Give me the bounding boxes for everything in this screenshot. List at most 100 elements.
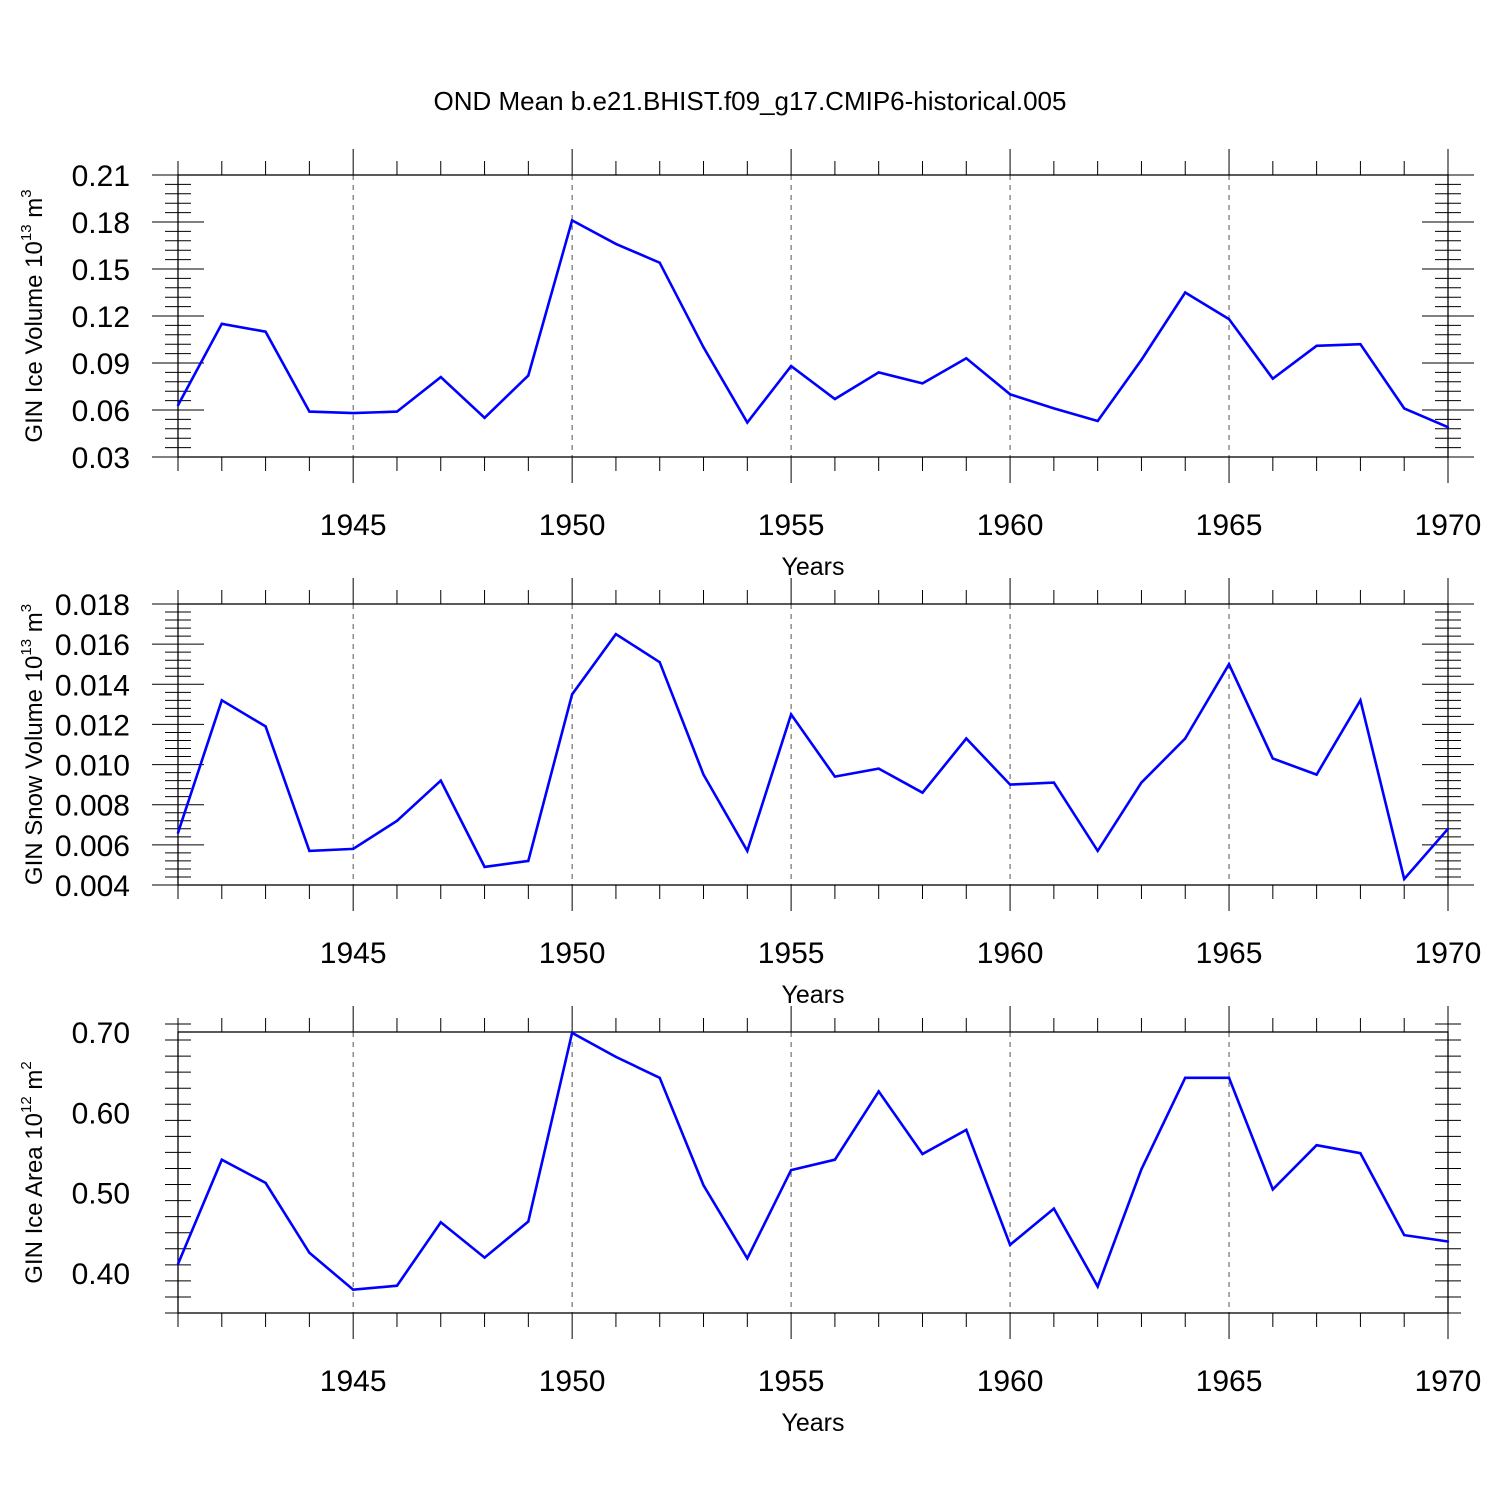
ice-volume-data-point <box>702 346 705 349</box>
ice-volume-data-point <box>877 371 880 374</box>
ice-volume-plot-frame <box>177 174 1449 458</box>
snow-volume-ytick-label: 0.008 <box>55 790 130 823</box>
ice-area-x-axis-label: Years <box>781 1409 844 1437</box>
ice-volume-data-point <box>1008 393 1012 396</box>
snow-volume-data-point <box>1227 663 1231 666</box>
ice-area-data-point <box>1315 1144 1318 1147</box>
snow-volume-xtick-label: 1955 <box>758 937 825 970</box>
snow-volume-ytick-label: 0.010 <box>55 750 130 783</box>
ice-volume-series-line <box>176 218 1449 429</box>
ice-volume-xtick-label: 1970 <box>1415 509 1482 542</box>
ice-volume-data-point <box>264 330 267 333</box>
ice-volume-data-point <box>1227 317 1231 321</box>
snow-volume-data-point <box>658 661 661 664</box>
panel-ice-area: 0.40 0.50 0.60 0.70 1945 1950 1955 1960 1965 1970… <box>18 1006 1481 1437</box>
ice-volume-data-point <box>527 374 530 377</box>
ice-volume-data-point <box>395 410 399 413</box>
ice-area-xtick-label: 1970 <box>1415 1365 1482 1398</box>
snow-volume-data-point <box>746 849 749 853</box>
ice-area-data-point <box>1227 1076 1231 1079</box>
ice-volume-data-point <box>439 375 442 379</box>
snow-volume-xtick-label: 1950 <box>539 937 606 970</box>
ice-area-data-point <box>1096 1285 1099 1288</box>
ice-area-data-point <box>833 1158 837 1161</box>
ice-volume-xtick-label: 1945 <box>320 509 387 542</box>
snow-volume-ytick-label: 0.016 <box>55 629 130 662</box>
snow-volume-data-point <box>1052 781 1056 784</box>
snow-volume-data-point <box>614 632 618 636</box>
ice-area-ytick-label: 0.40 <box>72 1258 130 1291</box>
ice-volume-y-axis-label: GIN Ice Volume 1013 m3 <box>18 189 48 442</box>
ice-area-data-point <box>527 1220 530 1223</box>
snow-volume-data-point <box>176 831 180 835</box>
ice-area-data-point <box>395 1284 399 1287</box>
snow-volume-data-point <box>833 775 837 778</box>
ice-volume-data-point <box>1446 426 1450 429</box>
ice-area-ytick-label: 0.50 <box>72 1178 130 1211</box>
ice-volume-ytick-label: 0.15 <box>72 254 130 287</box>
ice-area-data-point <box>1446 1240 1450 1243</box>
ice-area-data-point <box>1140 1168 1143 1171</box>
ice-area-data-point <box>1403 1233 1406 1237</box>
ice-volume-data-point <box>483 416 486 420</box>
snow-volume-data-point <box>789 713 793 716</box>
ice-volume-data-point <box>921 382 924 385</box>
snow-volume-data-point <box>527 859 530 863</box>
panel-ice-volume: 0.03 0.06 0.09 0.12 0.15 0.18 0.21 1945 1950 1955… <box>18 149 1481 581</box>
snow-volume-ytick-label: 0.018 <box>55 589 130 622</box>
snow-volume-xtick-label: 1945 <box>320 937 387 970</box>
ice-volume-data-point <box>308 410 311 413</box>
ice-volume-data-point <box>1052 407 1056 410</box>
snow-volume-data-point <box>395 819 399 822</box>
ice-volume-data-point <box>220 322 223 326</box>
snow-volume-data-point <box>877 767 880 770</box>
snow-volume-data-point <box>1315 773 1318 776</box>
ice-area-data-point <box>176 1262 180 1266</box>
snow-volume-data-point <box>1403 877 1406 881</box>
ice-area-data-point <box>1271 1188 1275 1191</box>
ice-volume-ytick-label: 0.06 <box>72 395 130 428</box>
snow-volume-x-axis-label: Years <box>781 981 844 1009</box>
ice-volume-data-point <box>965 357 968 360</box>
ice-volume-data-point <box>1271 377 1275 380</box>
snow-volume-ytick-label: 0.006 <box>55 830 130 863</box>
ice-volume-ytick-label: 0.21 <box>72 160 130 193</box>
ice-area-data-point <box>570 1031 574 1035</box>
ice-area-xtick-label: 1955 <box>758 1365 825 1398</box>
snow-volume-ytick-label: 0.004 <box>55 870 130 903</box>
ice-area-data-point <box>921 1152 924 1156</box>
ice-area-data-point <box>351 1288 355 1291</box>
ice-area-data-point <box>965 1128 968 1132</box>
snow-volume-data-point <box>439 779 442 782</box>
snow-volume-data-point <box>1359 699 1362 702</box>
ice-area-data-point <box>220 1158 223 1161</box>
snow-volume-data-point <box>1184 737 1187 740</box>
ice-volume-xtick-label: 1955 <box>758 509 825 542</box>
snow-volume-data-point <box>264 725 267 728</box>
snow-volume-data-point <box>1446 827 1450 830</box>
ice-area-y-axis-label: GIN Ice Area 1012 m2 <box>18 1061 48 1283</box>
snow-volume-data-point <box>1271 757 1275 760</box>
ice-area-xtick-label: 1965 <box>1196 1365 1263 1398</box>
ice-area-xtick-label: 1950 <box>539 1365 606 1398</box>
ice-area-data-point <box>264 1181 267 1185</box>
ice-area-data-point <box>439 1221 442 1224</box>
ice-volume-data-point <box>1315 344 1318 347</box>
ice-area-ytick-label: 0.70 <box>72 1017 130 1050</box>
ice-volume-data-point <box>614 242 618 246</box>
ice-area-data-point <box>877 1090 880 1093</box>
snow-volume-ytick-label: 0.012 <box>55 709 130 742</box>
snow-volume-y-axis-label: GIN Snow Volume 1013 m3 <box>18 604 48 885</box>
snow-volume-data-point <box>351 847 355 851</box>
ice-volume-ytick-label: 0.18 <box>72 207 130 240</box>
snow-volume-ytick-label: 0.014 <box>55 669 130 702</box>
snow-volume-data-point <box>483 865 486 869</box>
ice-area-data-point <box>308 1251 311 1254</box>
ice-volume-data-point <box>746 421 749 424</box>
ice-volume-ytick-label: 0.12 <box>72 301 130 334</box>
panel-snow-volume: 0.004 0.006 0.008 0.010 0.012 0.014 0.016 0.018… <box>18 578 1481 1009</box>
snow-volume-data-point <box>1096 849 1099 853</box>
ice-area-ytick-label: 0.60 <box>72 1097 130 1130</box>
ice-volume-data-point <box>351 411 355 415</box>
